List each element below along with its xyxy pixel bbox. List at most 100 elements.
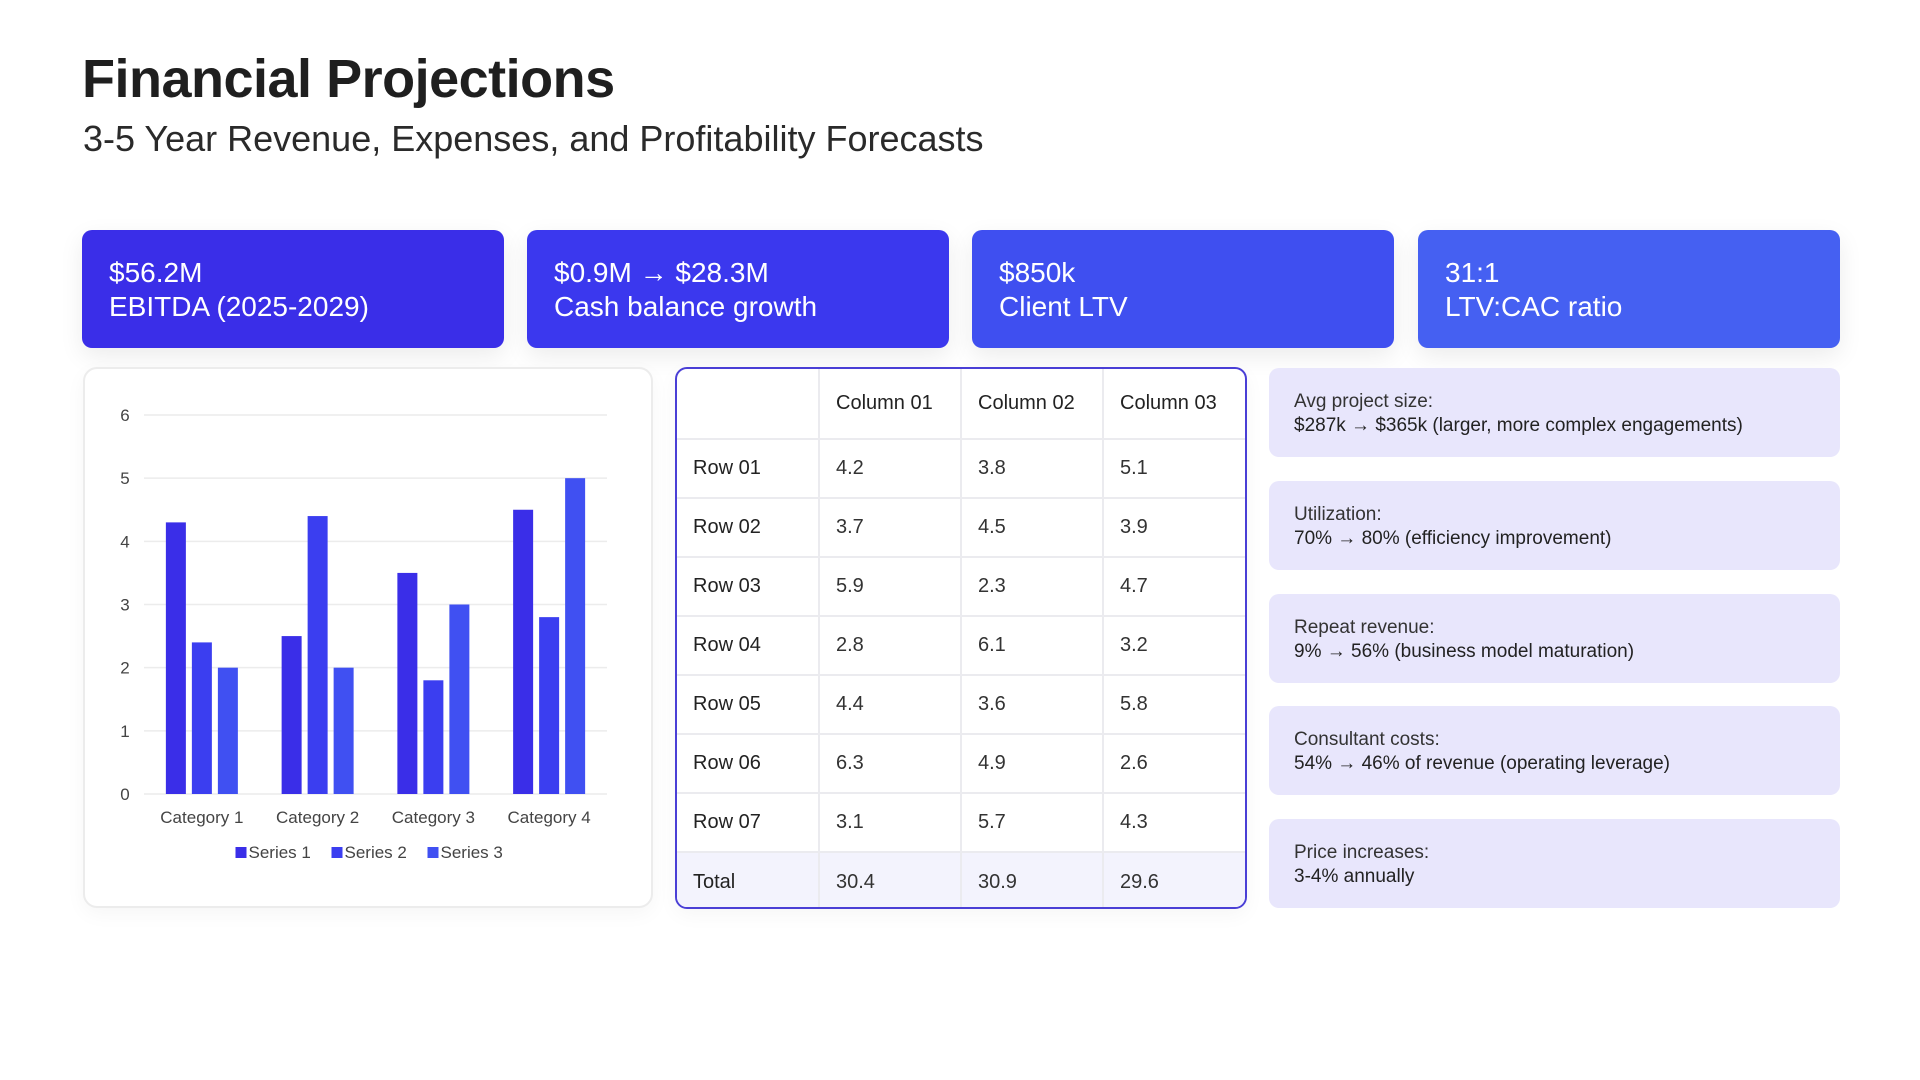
bar-series-3 [565,478,586,794]
row-label: Row 01 [677,438,820,499]
legend-swatch [235,847,247,858]
y-tick-label: 1 [120,722,129,741]
info-value: 9% → 56% (business model maturation) [1294,641,1635,662]
row-label: Row 02 [677,497,820,558]
legend-label: Series 3 [441,843,503,862]
y-tick-label: 4 [120,532,129,551]
kpi-label: Cash balance growth [554,291,818,322]
table-row: Row 07 3.1 5.7 4.3 [677,792,1245,853]
table-row: Row 05 4.4 3.6 5.8 [677,674,1245,735]
table-cell: 2.8 [818,615,962,676]
table-row: Row 06 6.3 4.9 2.6 [677,733,1245,794]
y-tick-label: 6 [120,406,129,425]
kpi-value: $56.2M [109,257,203,288]
bar-chart: 0 1 2 3 4 5 6 Category 1 Category 2 Category 3 Cat… [120,406,607,862]
table-header-cell [677,369,820,440]
legend-label: Series 1 [249,843,311,862]
table-cell: 3.1 [818,792,962,853]
table-cell: 5.8 [1102,674,1245,735]
info-card-avg-project-size: Avg project size: $287k → $365k (larger,… [1269,368,1840,457]
legend-swatch [427,847,439,858]
data-table: Column 01 Column 02 Column 03 Row 01 4.2… [675,367,1247,909]
kpi-value: 31:1 [1445,257,1500,288]
table-header-row: Column 01 Column 02 Column 03 [677,369,1245,440]
kpi-label: LTV:CAC ratio [1445,291,1623,322]
kpi-value: $850k [999,257,1076,288]
kpi-card-ltv-cac: 31:1 LTV:CAC ratio [1418,230,1840,348]
legend-label: Series 2 [345,843,407,862]
x-tick-label: Category 4 [508,808,591,827]
kpi-card-client-ltv: $850k Client LTV [972,230,1394,348]
table-row: Row 02 3.7 4.5 3.9 [677,497,1245,558]
bar-series-2 [423,680,444,794]
table-cell: 4.9 [960,733,1104,794]
table-cell: 2.6 [1102,733,1245,794]
kpi-value: $0.9M → $28.3M [554,257,769,288]
bar-series-3 [333,667,354,794]
table-cell: 4.3 [1102,792,1245,853]
total-cell: 29.6 [1102,851,1245,907]
info-label: Consultant costs: [1294,729,1440,750]
bar-series-1 [397,572,418,794]
bar-series-1 [165,522,186,794]
info-value: 70% → 80% (efficiency improvement) [1294,528,1612,549]
table-cell: 6.1 [960,615,1104,676]
info-value: 3-4% annually [1294,866,1415,887]
table-cell: 4.5 [960,497,1104,558]
chart-panel: 0 1 2 3 4 5 6 Category 1 Category 2 Category 3 Cat… [83,367,653,908]
table-cell: 4.2 [818,438,962,499]
table-cell: 3.7 [818,497,962,558]
bar-series-1 [513,509,534,794]
table-row: Row 04 2.8 6.1 3.2 [677,615,1245,676]
y-tick-label: 0 [120,785,129,804]
row-label: Row 04 [677,615,820,676]
bar-series-2 [539,617,560,794]
x-tick-label: Category 2 [276,808,359,827]
info-value: 54% → 46% of revenue (operating leverage… [1294,753,1671,774]
table-cell: 3.6 [960,674,1104,735]
row-label: Row 05 [677,674,820,735]
table-cell: 3.9 [1102,497,1245,558]
total-cell: 30.9 [960,851,1104,907]
info-card-utilization: Utilization: 70% → 80% (efficiency impro… [1269,481,1840,570]
table-row: Row 01 4.2 3.8 5.1 [677,438,1245,499]
kpi-label: EBITDA (2025-2029) [109,291,369,322]
table-cell: 5.9 [818,556,962,617]
info-label: Repeat revenue: [1294,617,1435,638]
table-header-cell: Column 01 [818,369,962,440]
total-label: Total [677,851,820,907]
info-label: Utilization: [1294,504,1382,525]
page-title: Financial Projections [82,49,615,109]
total-cell: 30.4 [818,851,962,907]
row-label: Row 03 [677,556,820,617]
info-card-repeat-revenue: Repeat revenue: 9% → 56% (business model… [1269,594,1840,683]
table-cell: 6.3 [818,733,962,794]
table-cell: 5.1 [1102,438,1245,499]
table-cell: 2.3 [960,556,1104,617]
bar-series-3 [217,667,238,794]
table-cell: 3.2 [1102,615,1245,676]
table-total-row: Total 30.4 30.9 29.6 [677,851,1245,907]
page-subtitle: 3-5 Year Revenue, Expenses, and Profitab… [83,118,984,159]
table-cell: 5.7 [960,792,1104,853]
bar-series-1 [281,636,302,794]
x-tick-label: Category 3 [392,808,475,827]
bar-series-3 [449,604,470,794]
info-card-consultant-costs: Consultant costs: 54% → 46% of revenue (… [1269,706,1840,795]
table-cell: 4.7 [1102,556,1245,617]
y-tick-label: 3 [120,596,129,615]
kpi-card-cash-balance: $0.9M → $28.3M Cash balance growth [527,230,949,348]
kpi-card-ebitda: $56.2M EBITDA (2025-2029) [82,230,504,348]
info-label: Avg project size: [1294,391,1434,412]
kpi-label: Client LTV [999,291,1128,322]
table-cell: 3.8 [960,438,1104,499]
table-header-cell: Column 03 [1102,369,1245,440]
y-tick-label: 5 [120,469,129,488]
x-tick-label: Category 1 [160,808,243,827]
table-header-cell: Column 02 [960,369,1104,440]
bar-series-2 [191,642,212,794]
bar-series-2 [307,516,328,794]
row-label: Row 06 [677,733,820,794]
table-cell: 4.4 [818,674,962,735]
row-label: Row 07 [677,792,820,853]
